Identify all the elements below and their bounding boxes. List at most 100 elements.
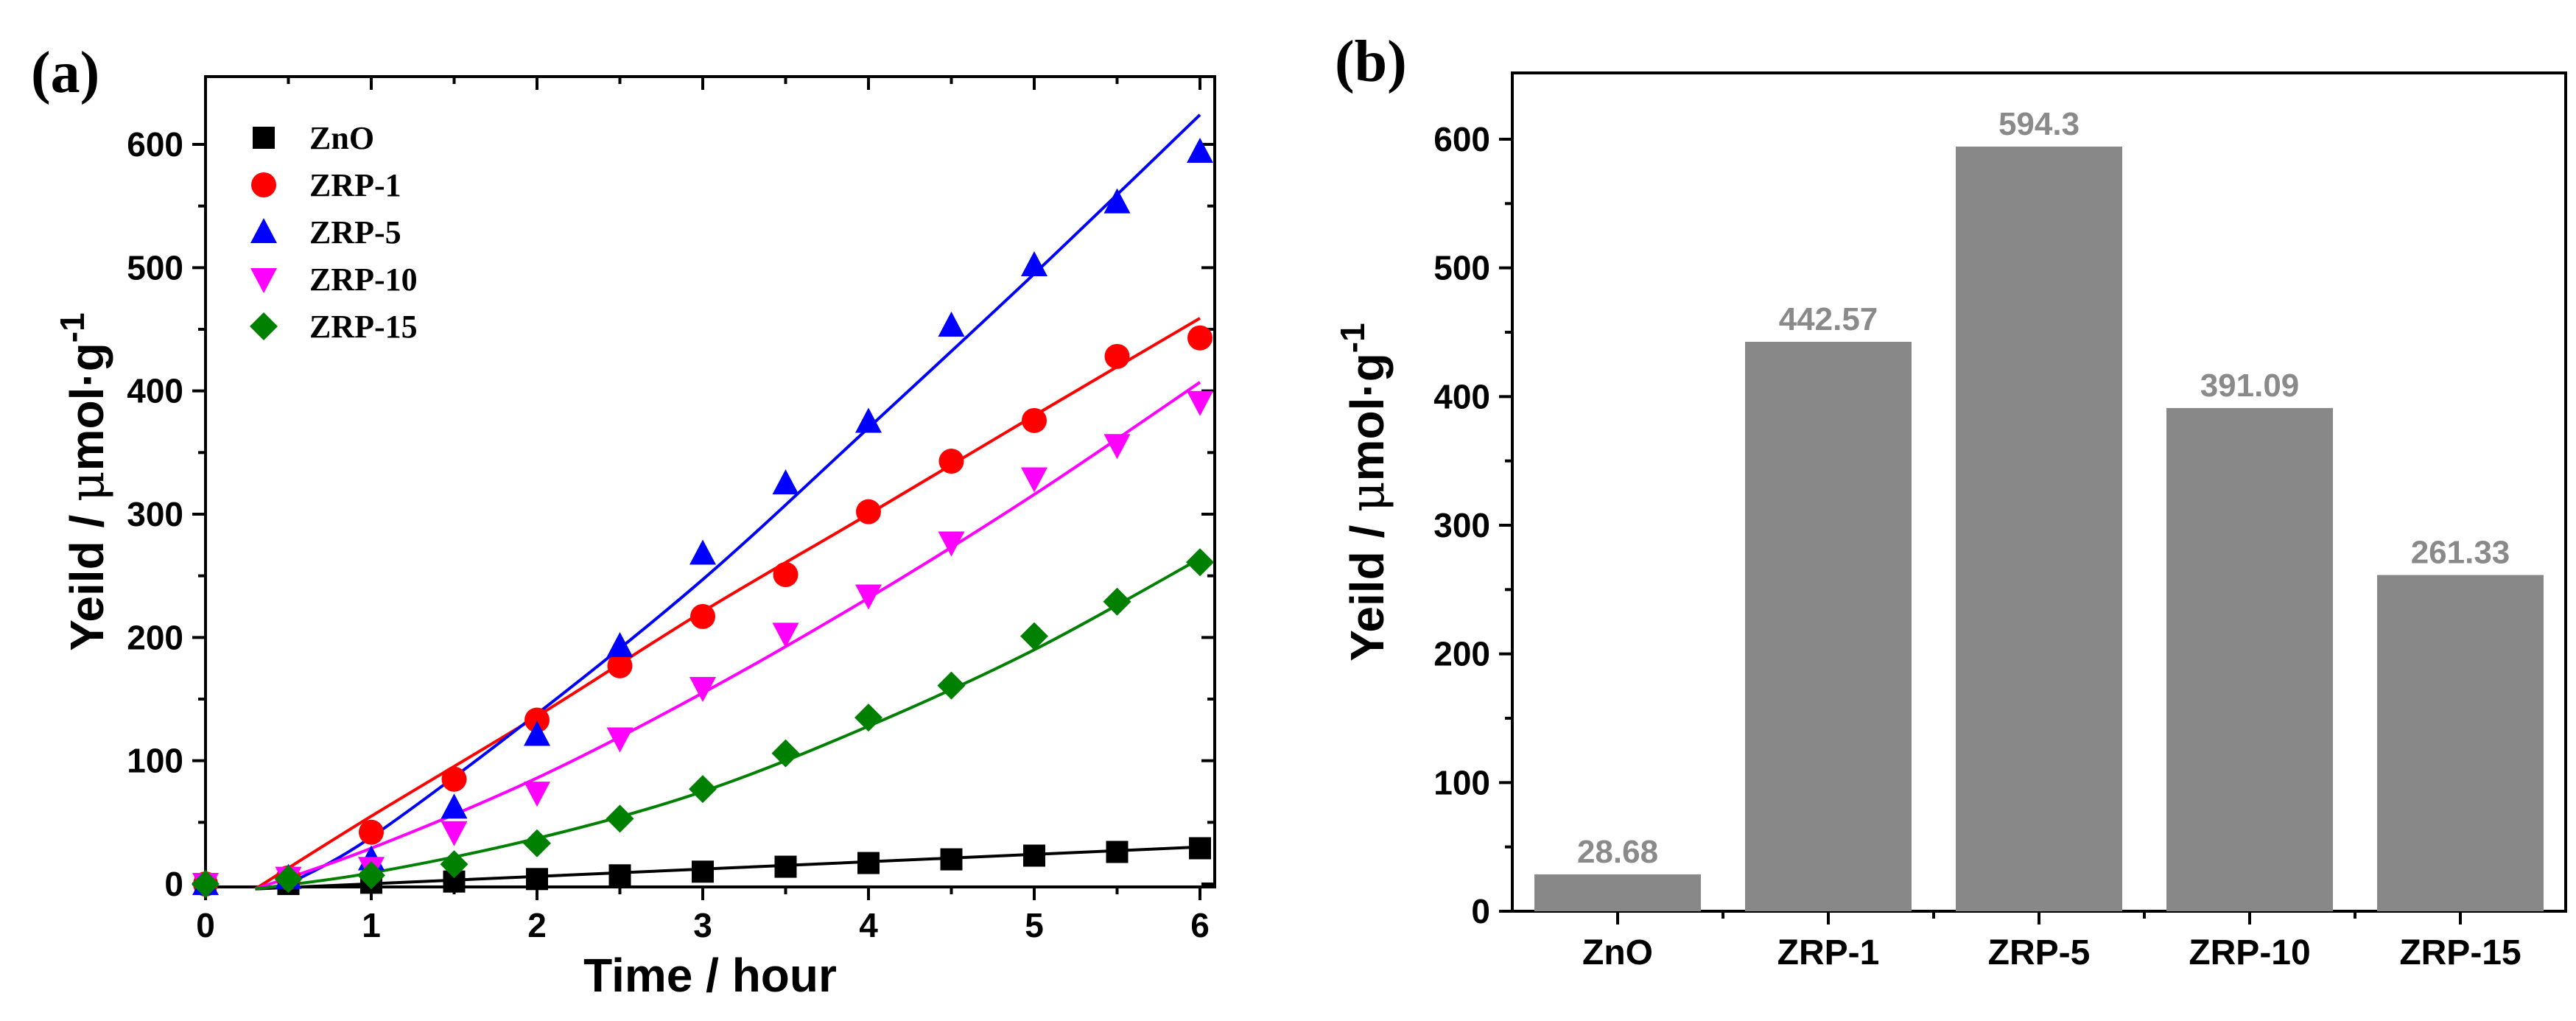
data-point-zrp-15: [274, 865, 303, 894]
fit-line-zrp-10: [254, 381, 1201, 891]
y-tick-label: 500: [1433, 249, 1490, 287]
data-point-zrp-15: [1186, 548, 1214, 577]
x-category-label: ZRP-1: [1777, 933, 1880, 972]
legend-marker-zrp-10: [250, 268, 277, 293]
data-point-zno: [1106, 841, 1129, 863]
x-category-label: ZRP-5: [1988, 933, 2091, 972]
bar-value-label: 442.57: [1779, 301, 1878, 337]
bar-zrp-1: [1745, 341, 1912, 911]
x-category-label: ZRP-10: [2189, 933, 2310, 972]
x-category-label: ZRP-15: [2399, 933, 2521, 972]
legend-label-zno: ZnO: [309, 120, 374, 156]
data-point-zno: [692, 860, 714, 883]
panel-b-ticks: 0 100 200 300 400 500 600: [1433, 120, 2462, 930]
legend-label-zrp-1: ZRP-1: [309, 167, 401, 203]
y-tick-label: 600: [1433, 120, 1490, 158]
y-tick-label: 600: [127, 125, 183, 164]
data-point-zrp-5: [524, 720, 550, 746]
data-point-zrp-5: [441, 793, 468, 819]
data-point-zrp-15: [771, 739, 800, 768]
panel-b-ylabel-main: Yeild /: [1341, 512, 1394, 662]
data-point-zrp-15: [854, 704, 882, 732]
data-point-zrp-1: [441, 766, 467, 792]
data-point-zrp-1: [524, 707, 550, 733]
fit-line-zrp-5: [287, 113, 1201, 885]
data-point-zrp-10: [772, 622, 799, 648]
x-tick-label: 3: [693, 906, 712, 944]
bar-value-label: 28.68: [1577, 834, 1658, 870]
data-point-zrp-5: [1187, 138, 1213, 164]
panel-b-y-axis-title: Yeild / μmol·g-1: [1333, 323, 1395, 661]
data-point-zrp-5: [1021, 250, 1047, 276]
data-point-zno: [526, 868, 548, 891]
data-point-zrp-5: [689, 539, 716, 565]
data-point-zno: [857, 852, 880, 874]
y-tick-label: 500: [127, 248, 183, 287]
data-point-zno: [774, 855, 797, 878]
panel-a-y-axis-title: Yeild / μmol·g-1: [53, 312, 115, 650]
data-point-zrp-10: [855, 584, 882, 610]
y-tick-label: 100: [1433, 763, 1490, 801]
legend-marker-zrp-1: [251, 172, 276, 197]
x-tick-label: 1: [362, 906, 381, 944]
data-point-zrp-15: [192, 870, 220, 898]
data-point-zrp-5: [1103, 188, 1131, 214]
panel-a-x-axis-title: Time / hour: [583, 949, 837, 1002]
legend-label-zrp-15: ZRP-15: [309, 309, 418, 345]
bar-value-label: 594.3: [1998, 106, 2080, 142]
panel-a-ylabel-mu: μ: [60, 471, 115, 502]
data-point-zrp-5: [855, 407, 882, 433]
x-category-label: ZnO: [1582, 933, 1653, 972]
legend-marker-zrp-5: [250, 218, 277, 243]
panel-b-ylabel-mu: μ: [1341, 481, 1395, 512]
data-point-zrp-1: [938, 449, 964, 474]
panel-b-bars: 28.68 ZnO 442.57 ZRP-1 594.3 ZRP-5 391.09 ZRP-1…: [1534, 106, 2544, 972]
panel-b-ylabel-unit: mol·g: [1341, 353, 1394, 481]
data-point-zrp-1: [1022, 407, 1047, 433]
panel-a-frame: [204, 75, 1216, 888]
legend-label-zrp-5: ZRP-5: [309, 214, 401, 250]
data-point-zrp-10: [1103, 434, 1131, 460]
bar-value-label: 391.09: [2200, 368, 2300, 404]
legend-label-zrp-10: ZRP-10: [309, 262, 418, 298]
legend-marker-zno: [253, 127, 275, 149]
data-point-zrp-10: [441, 821, 468, 846]
data-point-zrp-15: [606, 804, 634, 833]
data-point-zrp-5: [606, 632, 634, 658]
panel-a-ticks: 0 1 2 3 4 5 6 0 100 200 300 400 500 600: [127, 77, 1215, 944]
data-point-zrp-10: [689, 676, 716, 702]
y-tick-label: 200: [1433, 635, 1490, 673]
panel-a-label: (a): [31, 41, 99, 105]
data-point-zrp-15: [523, 829, 551, 857]
x-tick-label: 4: [859, 906, 878, 944]
legend-marker-zrp-15: [250, 312, 278, 340]
data-point-zrp-10: [1021, 467, 1047, 493]
data-point-zrp-15: [1020, 622, 1048, 650]
bar-value-label: 261.33: [2411, 535, 2510, 571]
data-point-zno: [1023, 844, 1045, 867]
panel-b-label: (b): [1335, 29, 1407, 94]
data-point-zrp-15: [937, 671, 966, 700]
x-tick-label: 6: [1190, 906, 1210, 944]
x-tick-label: 2: [527, 906, 547, 944]
data-point-zrp-10: [938, 531, 965, 557]
data-point-zrp-5: [938, 311, 965, 337]
data-point-zno: [1189, 837, 1211, 860]
y-tick-label: 0: [1471, 892, 1490, 930]
data-point-zrp-10: [1187, 390, 1213, 416]
panel-a-ylabel-sup: -1: [53, 312, 91, 343]
data-point-zrp-1: [359, 819, 384, 845]
x-tick-label: 5: [1025, 906, 1044, 944]
bar-zrp-10: [2166, 407, 2333, 911]
data-point-zrp-15: [1103, 587, 1131, 616]
data-point-zrp-15: [689, 775, 717, 804]
panel-a-legend: ZnO ZRP-1 ZRP-5 ZRP-10 ZRP-15: [250, 120, 418, 345]
panel-a-markers: [192, 138, 1214, 898]
y-tick-label: 400: [127, 372, 183, 410]
panel-b-ylabel-sup: -1: [1333, 323, 1372, 353]
data-point-zrp-1: [690, 603, 715, 629]
data-point-zrp-1: [1104, 343, 1130, 369]
panel-a-ylabel-unit: mol·g: [60, 343, 113, 471]
data-point-zrp-10: [606, 727, 634, 753]
